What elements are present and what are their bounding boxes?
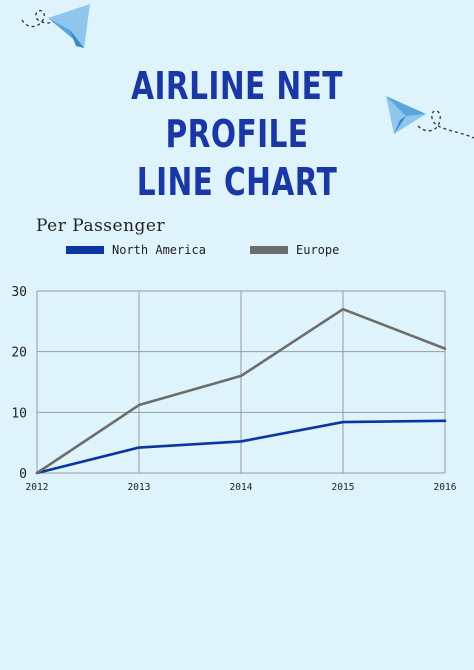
y-tick-label: 20 [11,346,27,361]
y-tick-label: 10 [11,406,27,421]
legend-label: North America [112,243,206,257]
series-line [35,419,447,475]
legend-label: Europe [296,243,340,257]
paper-plane-icon [386,96,474,139]
x-tick-label: 2013 [128,482,151,493]
chart-title-line: PROFILE [165,112,309,156]
y-tick-label: 0 [19,467,27,482]
chart-subtitle: Per Passenger [36,216,166,236]
x-tick-label: 2016 [434,482,457,493]
x-tick-label: 2012 [26,482,49,493]
legend-swatch [250,246,288,254]
x-tick-label: 2015 [332,482,355,493]
legend-item-north-america: North America [66,242,206,258]
series-line [35,307,447,475]
legend-item-europe: Europe [250,242,339,258]
chart-title: AIRLINE NET PROFILE LINE CHART [52,62,422,206]
y-tick-label: 30 [11,285,27,300]
x-tick-label: 2014 [230,482,253,493]
legend-swatch [66,246,104,254]
chart-title-line: LINE CHART [136,160,338,204]
paper-plane-icon [21,4,90,48]
chart-title-line: AIRLINE NET [131,64,343,108]
